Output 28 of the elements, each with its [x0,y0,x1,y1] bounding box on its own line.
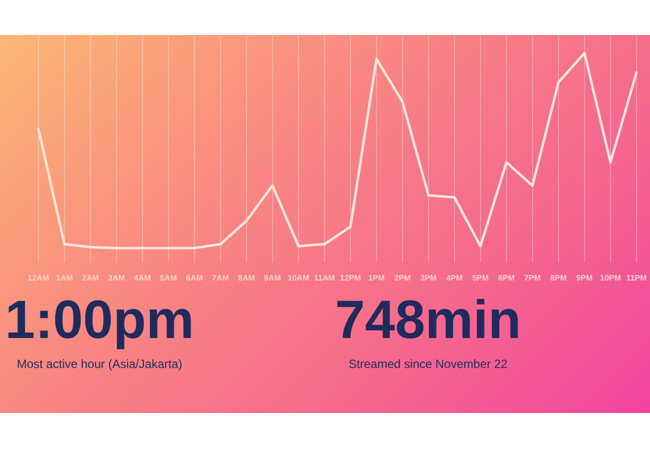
x-tick-label: 4PM [446,274,464,282]
x-tick-label: 12PM [340,274,362,282]
x-tick-label: 11PM [626,274,648,282]
x-tick-label: 1PM [368,274,386,282]
x-tick-label: 10AM [288,274,310,282]
x-tick-label: 7PM [524,274,542,282]
text: Streamed since November 22 [348,356,508,373]
x-tick-label: 12AM [28,274,50,282]
x-tick-label: 7AM [212,274,230,282]
x-tick-label: 3AM [108,274,126,282]
text: 748min [335,290,522,350]
x-tick-label: 3PM [420,274,438,282]
x-tick-label: 6PM [498,274,516,282]
x-tick-label: 10PM [600,274,622,282]
x-tick-label: 5PM [472,274,490,282]
x-tick-label: 6AM [186,274,204,282]
x-tick-label: 9PM [576,274,594,282]
x-tick-label: 9AM [264,274,282,282]
x-tick-label: 8PM [550,274,568,282]
x-tick-label: 2PM [394,274,412,282]
x-tick-label: 4AM [134,274,152,282]
x-tick-label: 11AM [314,274,336,282]
text: 1:00pm [5,290,194,350]
x-tick-label: 2AM [82,274,100,282]
x-tick-label: 5AM [160,274,178,282]
text: Most active hour (Asia/Jakarta) [16,356,184,373]
x-tick-label: 1AM [56,274,74,282]
x-tick-label: 8AM [238,274,256,282]
